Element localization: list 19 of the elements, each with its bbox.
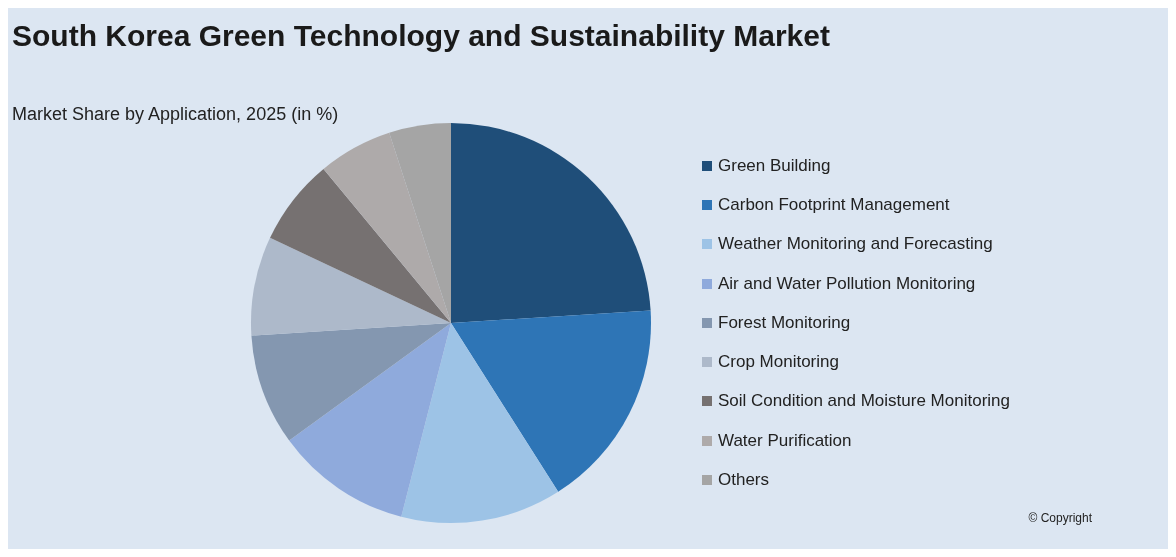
legend-label: Soil Condition and Moisture Monitoring bbox=[718, 391, 1010, 412]
pie-slice bbox=[251, 237, 451, 336]
pie-slice bbox=[270, 168, 451, 323]
legend-label: Water Purification bbox=[718, 430, 852, 451]
legend-label: Crop Monitoring bbox=[718, 352, 839, 373]
legend-label: Forest Monitoring bbox=[718, 312, 851, 333]
pie-slice bbox=[451, 123, 651, 323]
chart-title: South Korea Green Technology and Sustainability Market bbox=[12, 18, 831, 54]
chart-subtitle: Market Share by Application, 2025 (in %) bbox=[12, 104, 339, 125]
pie-slice bbox=[401, 323, 559, 523]
legend-label: Green Building bbox=[718, 155, 831, 176]
text: © Copyright bbox=[1028, 511, 1092, 525]
legend-label: Others bbox=[718, 470, 770, 491]
legend-label: Air and Water Pollution Monitoring bbox=[718, 273, 976, 294]
pie-slice bbox=[251, 323, 451, 441]
legend-label: Carbon Footprint Management bbox=[718, 194, 950, 215]
pie-slice bbox=[451, 310, 651, 492]
pie-slice bbox=[289, 323, 451, 517]
legend-label: Weather Monitoring and Forecasting bbox=[718, 234, 993, 255]
